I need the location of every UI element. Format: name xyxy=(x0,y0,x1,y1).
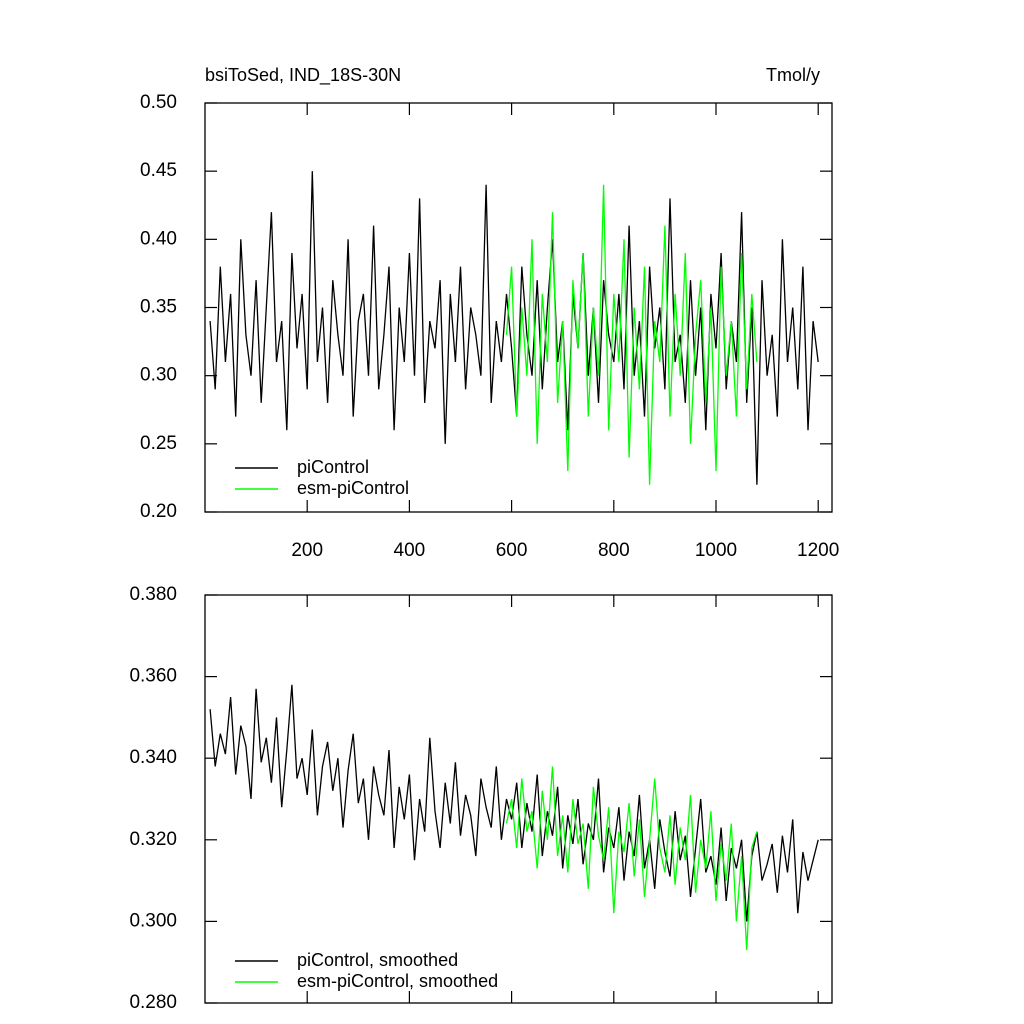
series-line xyxy=(505,766,758,951)
y-tick-label: 0.300 xyxy=(129,910,177,931)
y-tick-label: 0.20 xyxy=(140,501,177,522)
y-tick-label: 0.25 xyxy=(140,433,177,454)
y-tick-label: 0.360 xyxy=(129,666,177,687)
x-tick-label: 200 xyxy=(291,540,323,561)
x-tick-label: 600 xyxy=(496,540,528,561)
y-tick-label: 0.35 xyxy=(140,297,177,318)
y-tick-label: 0.340 xyxy=(129,747,177,768)
y-tick-label: 0.40 xyxy=(140,228,177,249)
units-label: Tmol/y xyxy=(766,65,820,85)
chart-title: bsiToSed, IND_18S-30N xyxy=(205,65,401,86)
series-line xyxy=(209,684,819,922)
x-tick-label: 1000 xyxy=(695,540,737,561)
series-line xyxy=(505,184,758,485)
y-tick-label: 0.50 xyxy=(140,92,177,113)
y-tick-label: 0.380 xyxy=(129,584,177,605)
x-tick-label: 400 xyxy=(394,540,426,561)
y-tick-label: 0.30 xyxy=(140,365,177,386)
legend-label: piControl xyxy=(297,457,369,477)
y-tick-label: 0.320 xyxy=(129,829,177,850)
plot-frame xyxy=(204,594,833,1004)
legend-label: esm-piControl xyxy=(297,478,409,498)
series-line xyxy=(209,171,819,485)
y-tick-label: 0.280 xyxy=(129,992,177,1013)
y-tick-label: 0.45 xyxy=(140,160,177,181)
legend-label: piControl, smoothed xyxy=(297,950,458,970)
legend-label: esm-piControl, smoothed xyxy=(297,971,498,991)
x-tick-label: 1200 xyxy=(797,540,839,561)
x-tick-label: 800 xyxy=(598,540,630,561)
